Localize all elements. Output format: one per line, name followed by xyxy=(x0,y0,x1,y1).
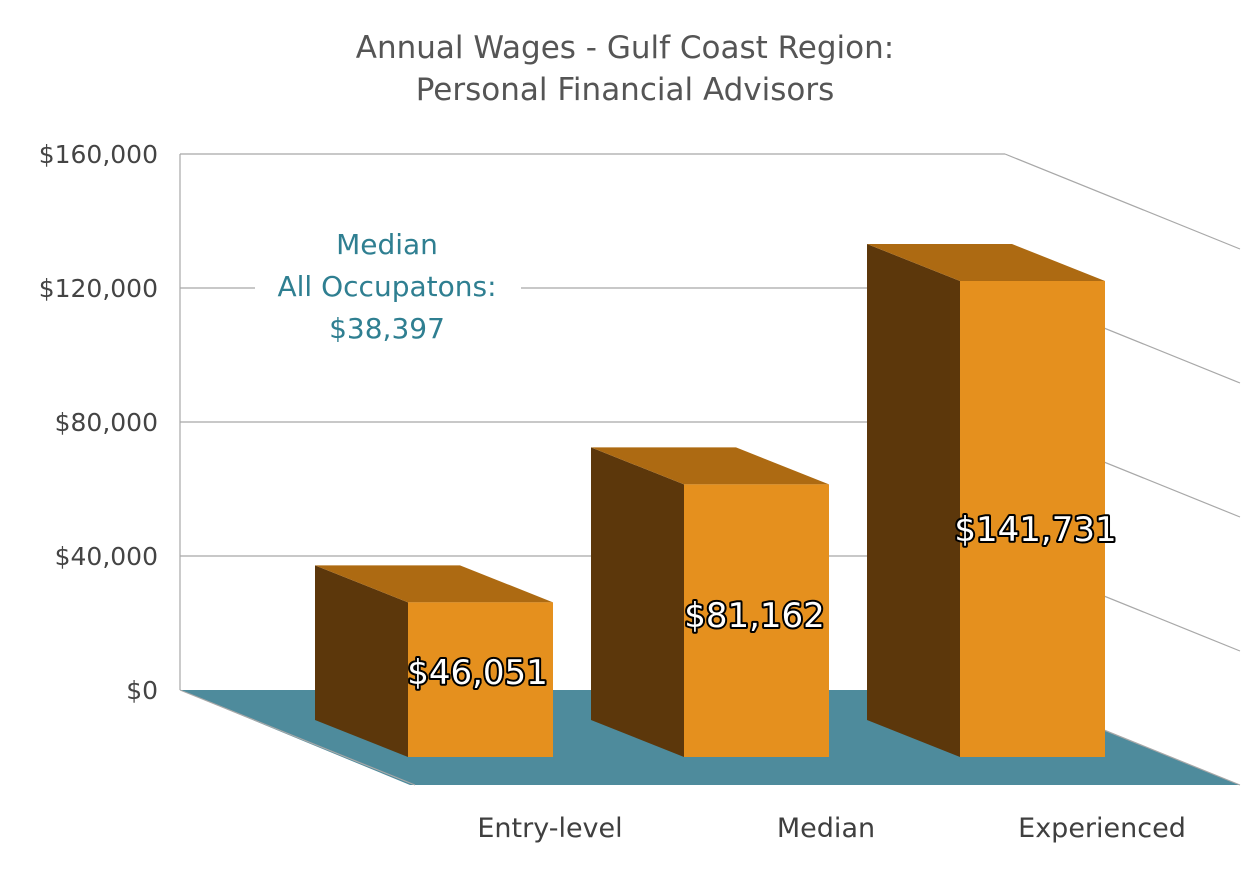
gridline-side-4 xyxy=(1004,153,1241,250)
y-tick-label: $160,000 xyxy=(39,140,158,169)
bar-top-face xyxy=(591,447,829,485)
bar-front-face xyxy=(684,484,829,757)
x-axis-labels: Entry-level Median Experienced xyxy=(477,813,1186,844)
callout-line: $38,397 xyxy=(329,312,445,345)
bar-front-face xyxy=(408,602,553,757)
bar-side-face xyxy=(867,244,960,757)
y-tick-label: $120,000 xyxy=(39,274,158,303)
bar-experienced: $141,731 xyxy=(867,244,1119,757)
x-tick-label: Entry-level xyxy=(477,813,622,844)
chart-title-line-1: Annual Wages - Gulf Coast Region: xyxy=(356,30,894,66)
bar-top-face xyxy=(867,244,1105,281)
bar-side-face xyxy=(315,565,408,757)
y-tick-label: $0 xyxy=(126,676,158,705)
chart-title-line-2: Personal Financial Advisors xyxy=(416,72,835,108)
y-tick-label: $40,000 xyxy=(55,542,158,571)
bar-side-face xyxy=(591,447,684,757)
callout-line: Median xyxy=(336,228,438,261)
bar-median: $81,162 xyxy=(591,447,829,757)
callout-line: All Occupatons: xyxy=(278,270,497,303)
data-label: $141,731 xyxy=(954,510,1116,550)
bars: $46,051 $81,162 $141,731 xyxy=(315,244,1119,757)
data-label: $46,051 xyxy=(407,653,548,693)
data-label: $81,162 xyxy=(684,596,825,636)
y-tick-label: $80,000 xyxy=(55,408,158,437)
bar-top-face xyxy=(315,565,553,603)
callout-backdrop xyxy=(255,266,521,308)
x-tick-label: Median xyxy=(777,813,875,844)
bar-entry-level: $46,051 xyxy=(315,565,553,757)
floor-left-edge xyxy=(179,689,416,786)
median-all-occupations-callout: Median All Occupatons: $38,397 xyxy=(255,228,521,345)
bar-front-face xyxy=(960,281,1105,757)
x-tick-label: Experienced xyxy=(1018,813,1186,844)
y-axis-ticks: $0 $40,000 $80,000 $120,000 $160,000 xyxy=(39,140,158,705)
